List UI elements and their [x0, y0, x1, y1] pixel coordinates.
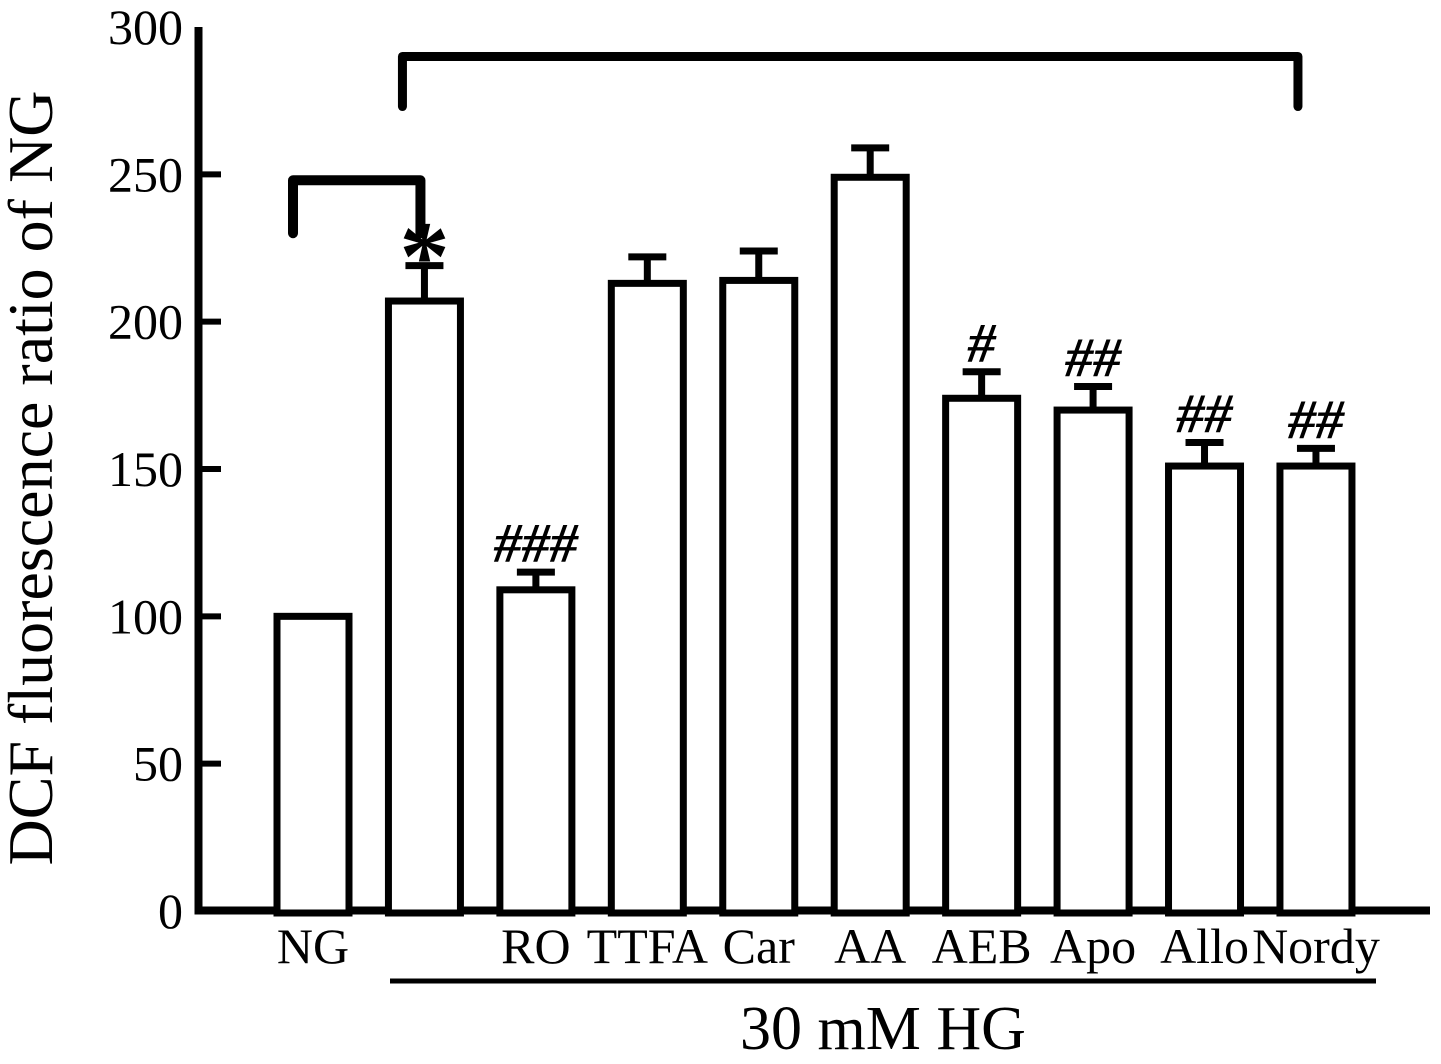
comparison-bracket: [397, 51, 1303, 112]
significance-marker: ##: [1064, 327, 1122, 389]
significance-marker: ###: [493, 513, 579, 575]
bar-Apo: [1053, 406, 1133, 917]
significance-marker: #: [967, 313, 997, 375]
bar-Nordy: [1276, 462, 1356, 917]
bar-Car: [719, 276, 799, 917]
y-tick-label: 150: [108, 441, 183, 497]
x-tick-label: Apo: [1050, 918, 1136, 974]
x-tick-label: Nordy: [1252, 918, 1380, 974]
y-tick-label: 200: [108, 294, 183, 350]
y-tick-label: 50: [133, 736, 183, 792]
bar-TTFA: [607, 279, 687, 917]
x-tick-label: Car: [723, 918, 796, 974]
x-tick-label: RO: [501, 918, 570, 974]
x-tick-label: TTFA: [587, 918, 708, 974]
x-tick-labels: NG RO TTFA Car AA AEB Apo Allo Nordy: [277, 918, 1380, 974]
x-tick-label: AA: [834, 918, 906, 974]
comparison-bracket: [288, 175, 426, 239]
significance-marker: ##: [1287, 389, 1345, 451]
y-ticks: [201, 171, 221, 767]
group-label: 30 mM HG: [740, 995, 1026, 1063]
error-bars: [405, 144, 1335, 590]
y-tick-label: 100: [108, 588, 183, 644]
significance-markers: *#### #### ##: [399, 201, 1345, 575]
y-tick-label: 300: [108, 0, 183, 55]
x-tick-label: NG: [277, 918, 349, 974]
bar-AA: [830, 173, 910, 917]
y-tick-labels: 0 50 100 150 200 250 300: [108, 0, 183, 939]
bar-AEB: [942, 394, 1022, 917]
bar-HG: [384, 297, 464, 917]
significance-brackets: [288, 51, 1303, 239]
significance-marker: ##: [1176, 383, 1234, 445]
x-tick-label: Allo: [1160, 918, 1249, 974]
bar-NG: [273, 612, 353, 917]
y-tick-label: 0: [158, 883, 183, 939]
bar-RO: [496, 586, 576, 917]
bars: [273, 173, 1356, 917]
y-axis-title: DCF fluorescence ratio of NG: [0, 91, 66, 866]
y-tick-label: 250: [108, 146, 183, 202]
x-tick-label: AEB: [932, 918, 1032, 974]
bar-Allo: [1165, 462, 1245, 917]
